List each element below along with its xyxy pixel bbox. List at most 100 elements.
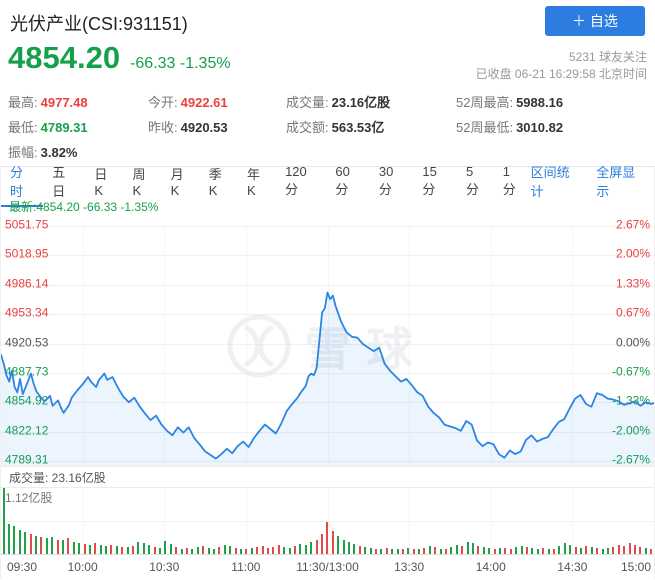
volume-bar — [115, 546, 118, 554]
v-gridline — [245, 488, 247, 554]
tab-60分[interactable]: 60分 — [335, 163, 350, 197]
tab-分时[interactable]: 分时 — [1, 156, 44, 207]
volume-bar — [563, 543, 566, 554]
volume-bar — [504, 548, 507, 554]
volume-bar — [105, 546, 107, 554]
volume-bar — [515, 547, 518, 554]
volume-bar — [304, 545, 307, 554]
tab-5分[interactable]: 5分 — [465, 163, 479, 197]
volume-pane[interactable]: 1.12亿股 — [1, 487, 654, 555]
intraday-line-chart[interactable] — [1, 195, 654, 466]
tab-年K[interactable]: 年K — [246, 166, 260, 198]
volume-bar — [650, 548, 653, 554]
volume-bar — [2, 488, 5, 554]
volume-bar — [29, 534, 32, 554]
link-全屏显示[interactable]: 全屏显示 — [596, 165, 636, 199]
volume-bar — [423, 548, 426, 554]
volume-bar — [299, 544, 302, 554]
volume-bar — [542, 548, 545, 554]
tab-周K[interactable]: 周K — [132, 166, 146, 198]
stats-grid: 最高: 4977.48 今开: 4922.61 成交量: 23.16亿股 52周最高: 598… — [8, 92, 647, 167]
volume-bar — [218, 547, 221, 554]
volume-bar — [51, 536, 54, 554]
tab-15分[interactable]: 15分 — [422, 163, 437, 197]
volume-bar — [153, 547, 156, 554]
stat-value: 4789.31 — [40, 120, 88, 135]
stat-cell: 今开: 4922.61 — [148, 92, 286, 117]
x-axis-label: 09:30 — [7, 560, 38, 574]
volume-bar — [596, 548, 599, 554]
x-axis-label: 15:00 — [620, 560, 651, 574]
y-axis-price-label: 4854.92 — [5, 394, 48, 408]
link-区间统计[interactable]: 区间统计 — [530, 165, 570, 199]
volume-bar — [428, 546, 431, 554]
quote-header: 光伏产业(CSI:931151) ＋ 自选 4854.20 -66.33 -1.… — [0, 0, 655, 166]
volume-bar — [99, 545, 102, 554]
stat-value: 3010.82 — [516, 120, 564, 135]
followers-count: 5231 球友关注 — [568, 50, 647, 64]
volume-bar — [445, 549, 447, 554]
line-fill-area — [1, 292, 654, 466]
current-price: 4854.20 — [8, 40, 121, 75]
volume-bar — [477, 546, 480, 554]
volume-bar — [288, 548, 291, 554]
volume-bar — [159, 548, 161, 554]
volume-bar — [315, 539, 318, 554]
y-axis-percent-label: -2.67% — [612, 453, 650, 467]
tab-季K[interactable]: 季K — [208, 166, 222, 198]
y-axis-price-label: 5051.75 — [5, 217, 49, 232]
volume-bar — [34, 535, 37, 554]
y-axis-price-label: 4953.34 — [5, 305, 49, 320]
stat-value: 23.16亿股 — [331, 95, 391, 110]
add-watchlist-button[interactable]: ＋ 自选 — [545, 6, 645, 36]
volume-bar — [164, 540, 167, 554]
latest-quote-label: 最新:4854.20 -66.33 -1.35% — [9, 200, 159, 214]
stat-cell: 昨收: 4920.53 — [148, 117, 286, 142]
tab-月K[interactable]: 月K — [170, 166, 184, 198]
x-axis-label: 13:30 — [394, 560, 425, 574]
volume-bar — [234, 548, 237, 554]
tab-120分[interactable]: 120分 — [285, 163, 307, 197]
volume-bar — [412, 549, 415, 554]
tab-日K[interactable]: 日K — [94, 166, 108, 198]
volume-bar — [88, 544, 91, 554]
stat-cell: 振幅: 3.82% — [8, 142, 148, 167]
volume-bar — [56, 539, 59, 554]
volume-bar — [639, 547, 642, 554]
x-axis-label: 10:30 — [149, 560, 180, 574]
tab-1分[interactable]: 1分 — [502, 163, 516, 197]
volume-bar — [196, 547, 199, 554]
y-axis-price-label: 5018.95 — [5, 246, 49, 261]
stat-value: 563.53亿 — [331, 120, 385, 135]
tab-30分[interactable]: 30分 — [378, 163, 394, 197]
volume-bar — [261, 546, 264, 554]
volume-bar — [40, 536, 43, 554]
volume-bar — [256, 547, 259, 554]
stat-label: 最低: — [8, 120, 38, 135]
tab-五日[interactable]: 五日 — [52, 164, 66, 199]
volume-bar — [450, 547, 453, 554]
volume-bar — [83, 544, 86, 554]
volume-bar — [310, 542, 313, 554]
y-axis-percent-label: 2.67% — [615, 217, 650, 232]
y-axis-price-label: 4920.53 — [5, 335, 49, 350]
volume-bar — [499, 548, 501, 554]
y-axis-percent-label: 0.67% — [615, 305, 650, 320]
volume-bar — [633, 545, 636, 554]
volume-bar — [137, 542, 140, 554]
volume-bar — [207, 548, 210, 554]
stat-label: 振幅: — [8, 145, 38, 160]
period-tabbar: 分时 五日 日K 周K 月K 季K 年K 120分 60分 30分 15分 5分 1分 区间统计 全屏显示 — [1, 164, 654, 207]
volume-bar — [142, 543, 145, 554]
y-axis-price-label: 4986.14 — [5, 276, 49, 291]
volume-bar — [606, 548, 609, 554]
price-plot[interactable]: 5051.75 2.67% 5018.95 2.00% 4986.14 1.33% 4953… — [1, 195, 654, 467]
volume-bar — [531, 548, 534, 554]
volume-bar — [45, 538, 48, 554]
volume-bar — [283, 547, 286, 554]
volume-bar — [72, 541, 75, 554]
v-gridline — [82, 226, 84, 461]
stat-cell: 52周最高: 5988.16 — [456, 92, 647, 117]
volume-bar — [24, 532, 27, 554]
volume-bar — [250, 548, 253, 554]
